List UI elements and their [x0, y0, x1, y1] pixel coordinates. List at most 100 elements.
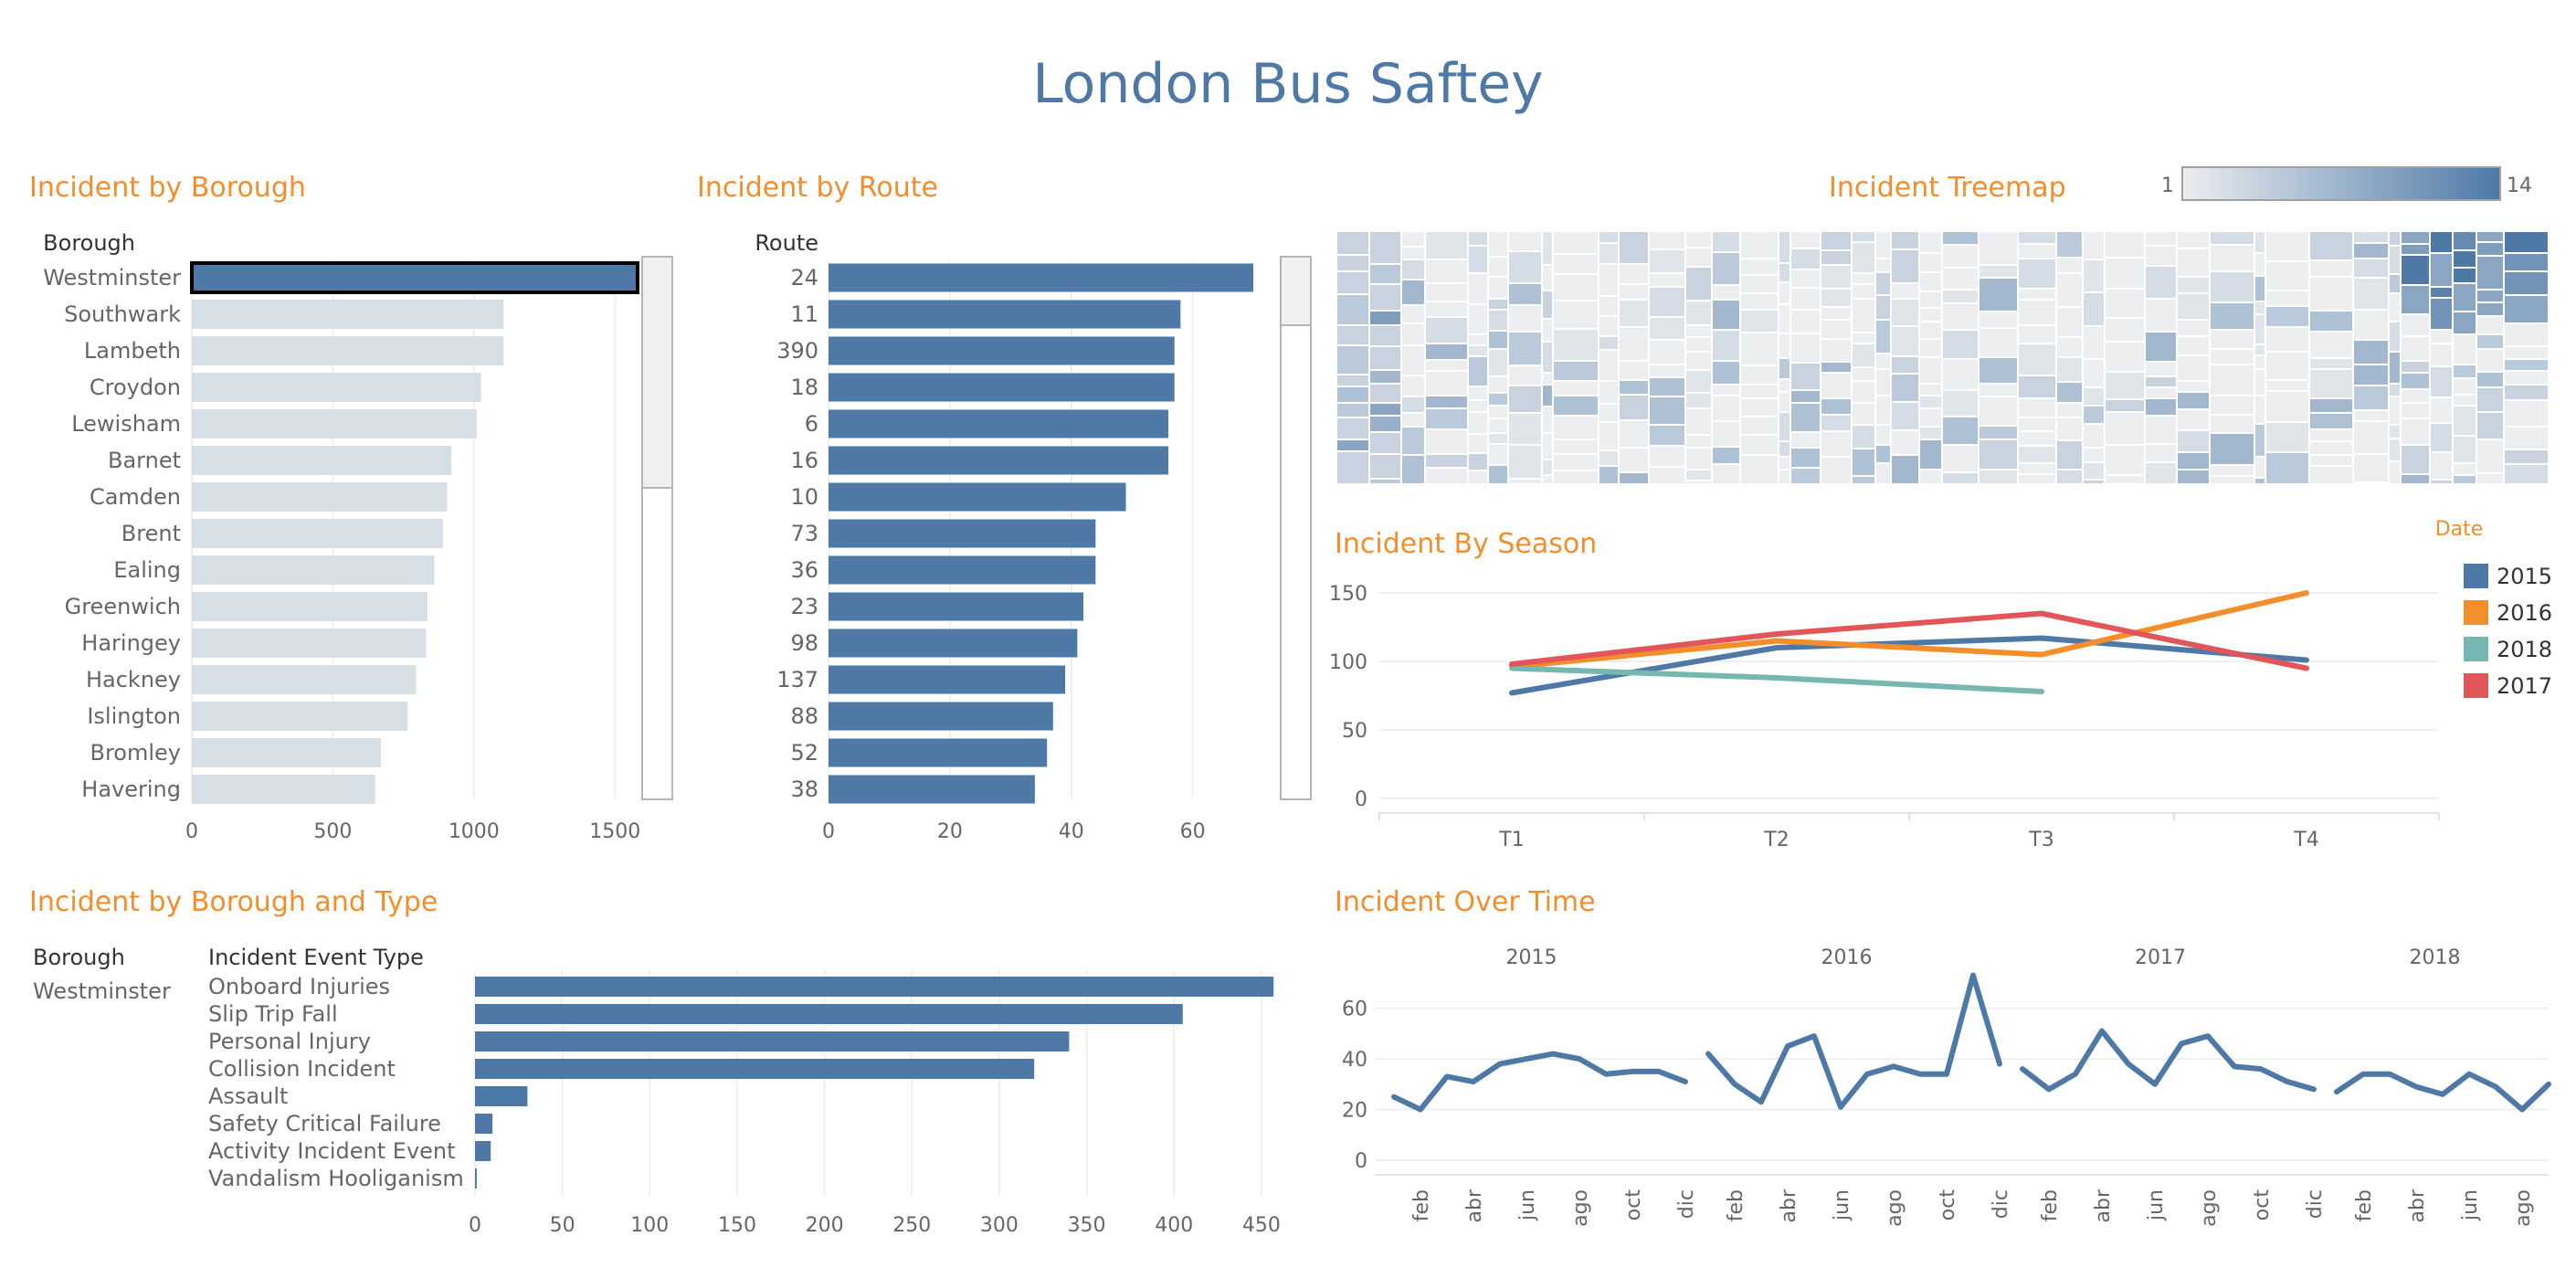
- route-scrollbar-thumb[interactable]: [1280, 256, 1312, 326]
- borough-scrollbar-thumb[interactable]: [641, 256, 673, 489]
- month-label: feb: [1410, 1189, 1433, 1221]
- treemap-tile: [2402, 315, 2429, 335]
- month-label: feb: [2353, 1189, 2376, 1221]
- treemap-tile: [1892, 250, 1918, 282]
- treemap-tile: [1779, 413, 1789, 440]
- treemap-tile: [2057, 274, 2082, 306]
- x-tick-label: 450: [1242, 1214, 1281, 1237]
- treemap-tile: [2390, 275, 2400, 292]
- treemap-tile: [1980, 470, 2017, 483]
- x-tick-label: 1000: [449, 820, 500, 843]
- category-label: 24: [790, 265, 818, 291]
- month-label: jun: [1516, 1189, 1539, 1221]
- treemap-tile: [2178, 337, 2209, 354]
- treemap-tile: [1489, 466, 1507, 483]
- treemap-tile: [2178, 278, 2209, 292]
- treemap-tile: [2390, 385, 2400, 396]
- treemap-tile: [1620, 285, 1648, 299]
- treemap-tile: [1599, 382, 1618, 403]
- category-label: Brent: [121, 521, 181, 546]
- treemap-tile: [2106, 232, 2144, 257]
- treemap-tile: [2106, 476, 2144, 483]
- category-label: Lambeth: [84, 338, 181, 364]
- treemap-tile: [2019, 232, 2055, 243]
- bar: [475, 1004, 1183, 1024]
- treemap-tile: [2354, 422, 2388, 453]
- treemap-tile: [2019, 447, 2055, 462]
- month-label: jun: [1831, 1189, 1853, 1221]
- treemap-tile: [1741, 386, 1778, 397]
- treemap-tile: [1821, 432, 1851, 456]
- category-label: Ealing: [113, 557, 181, 583]
- bar: [829, 336, 1175, 365]
- bar: [829, 519, 1096, 548]
- treemap-tile: [2211, 232, 2254, 244]
- x-tick-label: 500: [313, 820, 352, 843]
- series-line-2018: [1509, 665, 2044, 694]
- treemap-tile: [1686, 268, 1711, 300]
- treemap-tile: [2477, 440, 2503, 472]
- route-scrollbar[interactable]: [1280, 256, 1312, 800]
- y-tick-label: 0: [1355, 1150, 1367, 1173]
- treemap-tile: [2310, 442, 2352, 454]
- treemap-tile: [1876, 446, 1890, 462]
- treemap-tile: [1489, 407, 1507, 417]
- treemap-tile: [2084, 481, 2104, 483]
- treemap-tile: [2255, 458, 2265, 477]
- bar: [192, 555, 435, 585]
- treemap-tile: [2390, 462, 2400, 483]
- legend-swatch-2016: [2464, 600, 2488, 625]
- treemap-tile: [2310, 333, 2352, 357]
- treemap-tile: [2431, 299, 2452, 329]
- treemap-tile: [2146, 388, 2176, 397]
- category-label: Greenwich: [65, 594, 181, 619]
- treemap-tile: [1370, 371, 1400, 383]
- treemap-tile: [1779, 334, 1789, 357]
- x-tick-label: 1500: [589, 820, 640, 843]
- treemap-tile: [1713, 301, 1739, 329]
- treemap-tile: [1920, 396, 1941, 407]
- treemap-tile: [1489, 445, 1507, 464]
- treemap-tile: [1543, 476, 1552, 483]
- treemap-tile: [1599, 405, 1618, 421]
- treemap-tile: [2505, 324, 2548, 345]
- treemap-tile: [1426, 430, 1467, 453]
- treemap-tile: [2146, 267, 2176, 298]
- treemap-tile: [1791, 270, 1820, 287]
- treemap-tile: [2146, 445, 2176, 461]
- treemap-tile: [1554, 455, 1598, 470]
- treemap-tile: [2266, 262, 2308, 290]
- treemap-tile: [1892, 456, 1918, 483]
- borough-scrollbar[interactable]: [641, 256, 673, 800]
- treemap-tile: [2106, 373, 2144, 398]
- treemap-tile: [1620, 449, 1648, 471]
- treemap-tile: [2266, 307, 2308, 326]
- treemap-tile: [2431, 398, 2452, 422]
- treemap-tile: [1741, 436, 1778, 454]
- treemap-tile: [2454, 464, 2476, 474]
- borough-type-borough-header: Borough: [33, 945, 125, 970]
- category-label: Onboard Injuries: [208, 974, 390, 999]
- bar: [192, 629, 427, 658]
- treemap-tile: [1791, 311, 1820, 333]
- x-tick-label: 50: [550, 1214, 575, 1237]
- x-tick-label: 400: [1155, 1214, 1193, 1237]
- treemap-tile: [1489, 419, 1507, 432]
- treemap-tile: [1426, 469, 1467, 483]
- treemap-tile: [1686, 338, 1711, 351]
- treemap-legend-max: 14: [2507, 174, 2532, 197]
- treemap-tile: [1821, 458, 1851, 483]
- treemap-tile: [1821, 374, 1851, 397]
- treemap-tile: [1650, 397, 1684, 424]
- legend-swatch-2015: [2464, 564, 2488, 588]
- treemap-tile: [1554, 396, 1598, 415]
- treemap-tile: [2266, 353, 2308, 379]
- treemap-tile: [1489, 258, 1507, 276]
- treemap-tile: [2402, 419, 2429, 444]
- treemap-tile: [2266, 392, 2308, 421]
- treemap-tile: [1821, 308, 1851, 319]
- treemap-tile: [2266, 453, 2308, 483]
- treemap-tile: [2310, 312, 2352, 331]
- treemap-tile: [1554, 301, 1598, 328]
- treemap-tile: [2505, 386, 2548, 399]
